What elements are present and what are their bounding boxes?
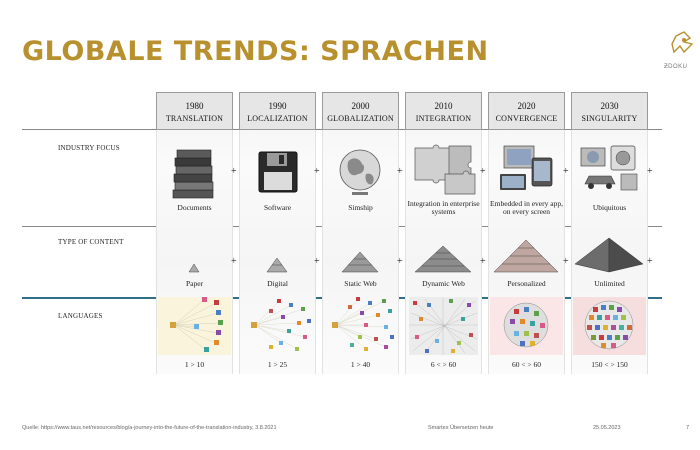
column-2010: 2010 INTEGRATION Integration in enterpri… — [405, 92, 482, 374]
column-2020: 2020 CONVERGENCE Embedded in every app, … — [488, 92, 565, 374]
floppy-disk-icon — [258, 151, 298, 193]
pyramid-icon — [493, 239, 559, 273]
column-header: 2020 CONVERGENCE — [488, 92, 565, 130]
column-header: 1980 TRANSLATION — [156, 92, 233, 130]
plus-sign: + — [231, 166, 237, 177]
puzzle-icon — [414, 144, 476, 195]
column-header: 2000 GLOBALIZATION — [322, 92, 399, 130]
pyramid-icon — [266, 257, 288, 273]
plus-sign: + — [647, 166, 653, 177]
column-name: CONVERGENCE — [495, 114, 558, 123]
plus-sign: + — [480, 256, 486, 267]
column-year: 1980 — [185, 101, 204, 111]
plus-sign: + — [647, 256, 653, 267]
content-caption: Unlimited — [594, 279, 625, 288]
pyramid-icon — [414, 245, 472, 273]
focus-caption: Integration in enterprise systems — [407, 199, 480, 216]
company-logo — [671, 31, 694, 54]
column-name: INTEGRATION — [415, 114, 472, 123]
footer-center-text: Smartes Übersetzen heute — [428, 425, 494, 431]
column-name: LOCALIZATION — [247, 114, 308, 123]
pyramid-icon — [188, 263, 200, 273]
column-name: SINGULARITY — [581, 114, 638, 123]
languages-caption: 6 < > 60 — [430, 360, 457, 369]
focus-caption: Ubiquitous — [592, 203, 627, 212]
column-1990: 1990 LOCALIZATION Software Digital 1 > 2… — [239, 92, 316, 374]
language-network-graphic — [332, 297, 394, 351]
content-caption: Dynamic Web — [422, 279, 465, 288]
focus-caption: Documents — [177, 203, 212, 212]
plus-sign: + — [314, 256, 320, 267]
slide-title: GLOBALE TRENDS: SPRACHEN — [22, 36, 489, 67]
footer-date: 25.05.2023 — [593, 425, 621, 431]
plus-sign: + — [397, 166, 403, 177]
language-network-graphic — [158, 297, 231, 355]
language-network-graphic — [251, 299, 311, 351]
focus-caption: Embedded in every app, on every screen — [490, 199, 563, 216]
column-year: 1990 — [268, 101, 287, 111]
column-header: 2030 SINGULARITY — [571, 92, 648, 130]
devices-icon — [500, 145, 553, 190]
languages-caption: 1 > 10 — [184, 360, 205, 369]
languages-caption: 150 < > 150 — [591, 360, 628, 369]
languages-caption: 1 > 40 — [350, 360, 371, 369]
pyramid-icon — [341, 251, 379, 273]
footer-page-number: 7 — [686, 425, 690, 431]
plus-sign: + — [231, 256, 237, 267]
column-name: GLOBALIZATION — [327, 114, 394, 123]
row-label-industry-focus: INDUSTRY FOCUS — [58, 144, 120, 152]
content-caption: Static Web — [344, 279, 377, 288]
language-sphere-graphic — [573, 297, 646, 355]
plus-sign: + — [480, 166, 486, 177]
logo-text: ƵDOKU — [664, 64, 688, 70]
column-header: 1990 LOCALIZATION — [239, 92, 316, 130]
footer-source: Quelle: https://www.taus.net/resources/b… — [22, 425, 277, 431]
focus-caption: Software — [263, 203, 292, 212]
row-label-languages: LANGUAGES — [58, 312, 103, 320]
language-sphere-graphic — [490, 297, 563, 355]
pyramid-icon — [574, 237, 644, 273]
globe-icon — [339, 149, 381, 195]
content-caption: Personalized — [507, 279, 546, 288]
column-1980: 1980 TRANSLATION Documents Paper 1 > 10 — [156, 92, 233, 374]
content-caption: Digital — [267, 279, 288, 288]
column-2000: 2000 GLOBALIZATION Simship Static Web 1 … — [322, 92, 399, 374]
column-year: 2010 — [434, 101, 453, 111]
column-2030: 2030 SINGULARITY Ubiquitous Unlimited 15… — [571, 92, 648, 374]
languages-caption: 1 > 25 — [267, 360, 288, 369]
plus-sign: + — [563, 166, 569, 177]
language-network-graphic — [409, 297, 478, 355]
plus-sign: + — [397, 256, 403, 267]
focus-caption: Simship — [348, 203, 373, 212]
content-caption: Paper — [185, 279, 204, 288]
column-year: 2030 — [600, 101, 619, 111]
column-year: 2020 — [517, 101, 536, 111]
plus-sign: + — [314, 166, 320, 177]
column-header: 2010 INTEGRATION — [405, 92, 482, 130]
books-icon — [172, 149, 214, 199]
column-name: TRANSLATION — [165, 114, 224, 123]
connected-appliances-icon — [580, 145, 638, 191]
languages-caption: 60 < > 60 — [511, 360, 542, 369]
plus-sign: + — [563, 256, 569, 267]
column-year: 2000 — [351, 101, 370, 111]
row-label-type-of-content: TYPE OF CONTENT — [58, 238, 124, 246]
